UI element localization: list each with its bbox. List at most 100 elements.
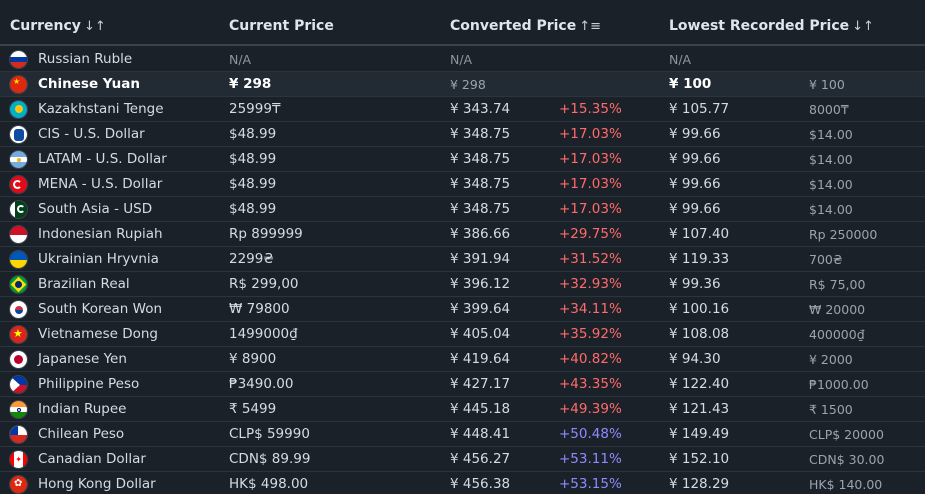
currency-name: Vietnamese Dong [38,326,158,342]
converted-price: ¥ 456.27 [450,451,511,467]
converted-price: ¥ 386.66 [450,226,511,242]
lowest-converted-price: ¥ 99.36 [669,276,721,292]
current-price: Rp 899999 [229,226,303,242]
converted-price: ¥ 298 [450,77,486,92]
lowest-converted-price: ¥ 119.33 [669,251,730,267]
converted-price: N/A [450,52,473,67]
flag-kr-icon [9,300,28,319]
price-difference-percent: +32.93% [559,276,622,292]
current-price: ¥ 8900 [229,351,277,367]
table-row[interactable]: Kazakhstani Tenge 25999₸ ¥ 343.74 +15.35% ¥ … [0,97,925,122]
currency-name: Brazilian Real [38,276,130,292]
current-price: CDN$ 89.99 [229,451,311,467]
converted-price: ¥ 427.17 [450,376,511,392]
header-converted-price-label: Converted Price [450,18,577,34]
lowest-converted-price: ¥ 128.29 [669,476,730,492]
table-row[interactable]: ★ Vietnamese Dong 1499000₫ ¥ 405.04 +35.92% ¥… [0,322,925,347]
table-row[interactable]: South Korean Won ₩ 79800 ¥ 399.64 +34.11% ¥ … [0,297,925,322]
flag-kz-icon [9,100,28,119]
price-difference-percent: +29.75% [559,226,622,242]
flag-jp-icon [9,350,28,369]
lowest-converted-price: ¥ 99.66 [669,201,721,217]
header-converted-price[interactable]: Converted Price ↑≡ [450,18,601,34]
table-row[interactable]: Japanese Yen ¥ 8900 ¥ 419.64 +40.82% ¥ 94.30… [0,347,925,372]
current-price: N/A [229,52,252,67]
currency-name: South Korean Won [38,301,163,317]
table-row[interactable]: Indonesian Rupiah Rp 899999 ¥ 386.66 +29.75… [0,222,925,247]
price-difference-percent: +53.15% [559,476,622,492]
price-difference-percent: +35.92% [559,326,622,342]
table-row[interactable]: South Asia - USD $48.99 ¥ 348.75 +17.03% ¥ 9… [0,197,925,222]
lowest-converted-price: ¥ 152.10 [669,451,730,467]
price-difference-percent: +49.39% [559,401,622,417]
lowest-original-price: $14.00 [809,127,853,142]
lowest-converted-price: ¥ 99.66 [669,151,721,167]
table-row[interactable]: Indian Rupee ₹ 5499 ¥ 445.18 +49.39% ¥ 121.4… [0,397,925,422]
currency-name: Russian Ruble [38,51,133,67]
table-row[interactable]: MENA - U.S. Dollar $48.99 ¥ 348.75 +17.03% ¥… [0,172,925,197]
price-difference-percent: +40.82% [559,351,622,367]
lowest-converted-price: ¥ 100.16 [669,301,730,317]
flag-vn-icon: ★ [9,325,28,344]
lowest-original-price: ₩ 20000 [809,302,866,317]
lowest-converted-price: ¥ 121.43 [669,401,730,417]
currency-name: Chinese Yuan [38,76,140,92]
currency-name: CIS - U.S. Dollar [38,126,145,142]
lowest-original-price: 8000₸ [809,102,849,117]
lowest-converted-price: ¥ 99.66 [669,176,721,192]
converted-price: ¥ 419.64 [450,351,511,367]
currency-name: Hong Kong Dollar [38,476,156,492]
lowest-original-price: ₱1000.00 [809,377,869,392]
header-currency[interactable]: Currency ↓↑ [10,18,106,34]
currency-name: Ukrainian Hryvnia [38,251,159,267]
table-header: Currency ↓↑ Current Price Converted Price… [0,0,925,46]
table-row[interactable]: ✿ Hong Kong Dollar HK$ 498.00 ¥ 456.38 +53.1… [0,472,925,494]
price-difference-percent: +53.11% [559,451,622,467]
table-row[interactable]: LATAM - U.S. Dollar $48.99 ¥ 348.75 +17.03%… [0,147,925,172]
flag-ru-icon [9,50,28,69]
current-price: ₩ 79800 [229,301,290,317]
flag-tr-icon [9,175,28,194]
lowest-original-price: ₹ 1500 [809,402,853,417]
current-price: ₱3490.00 [229,376,294,392]
price-difference-percent: +31.52% [559,251,622,267]
table-row[interactable]: Brazilian Real R$ 299,00 ¥ 396.12 +32.93% ¥ … [0,272,925,297]
table-row[interactable]: Chilean Peso CLP$ 59990 ¥ 448.41 +50.48% ¥ 1… [0,422,925,447]
header-current-price[interactable]: Current Price [229,18,334,34]
flag-id-icon [9,225,28,244]
lowest-original-price: R$ 75,00 [809,277,866,292]
price-difference-percent: +17.03% [559,151,622,167]
lowest-converted-price: ¥ 99.66 [669,126,721,142]
current-price: 25999₸ [229,101,281,117]
header-lowest-price[interactable]: Lowest Recorded Price ↓↑ [669,18,874,34]
flag-cl-icon [9,425,28,444]
current-price: $48.99 [229,201,277,217]
flag-ph-icon [9,375,28,394]
current-price: R$ 299,00 [229,276,299,292]
table-row[interactable]: Ukrainian Hryvnia 2299₴ ¥ 391.94 +31.52% ¥ 1… [0,247,925,272]
lowest-original-price: $14.00 [809,152,853,167]
table-row[interactable]: ✦ Canadian Dollar CDN$ 89.99 ¥ 456.27 +53.11… [0,447,925,472]
converted-price: ¥ 456.38 [450,476,511,492]
lowest-converted-price: ¥ 107.40 [669,226,730,242]
lowest-original-price: ¥ 2000 [809,352,853,367]
current-price: ₹ 5499 [229,401,277,417]
lowest-converted-price: ¥ 108.08 [669,326,730,342]
currency-name: Philippine Peso [38,376,140,392]
currency-name: Japanese Yen [38,351,127,367]
table-row[interactable]: Philippine Peso ₱3490.00 ¥ 427.17 +43.35% ¥ … [0,372,925,397]
current-price: HK$ 498.00 [229,476,309,492]
table-row[interactable]: Russian Ruble N/A N/A N/A [0,47,925,72]
lowest-original-price: 400000₫ [809,327,865,342]
currency-name: MENA - U.S. Dollar [38,176,163,192]
lowest-original-price: $14.00 [809,202,853,217]
lowest-converted-price: ¥ 122.40 [669,376,730,392]
currency-name: South Asia - USD [38,201,153,217]
header-lowest-price-label: Lowest Recorded Price [669,18,850,34]
lowest-original-price: $14.00 [809,177,853,192]
table-row[interactable]: ★ Chinese Yuan ¥ 298 ¥ 298 ¥ 100 ¥ 100 [0,72,925,97]
converted-price: ¥ 445.18 [450,401,511,417]
table-row[interactable]: CIS - U.S. Dollar $48.99 ¥ 348.75 +17.03% ¥ … [0,122,925,147]
price-difference-percent: +17.03% [559,126,622,142]
flag-pk-icon [9,200,28,219]
